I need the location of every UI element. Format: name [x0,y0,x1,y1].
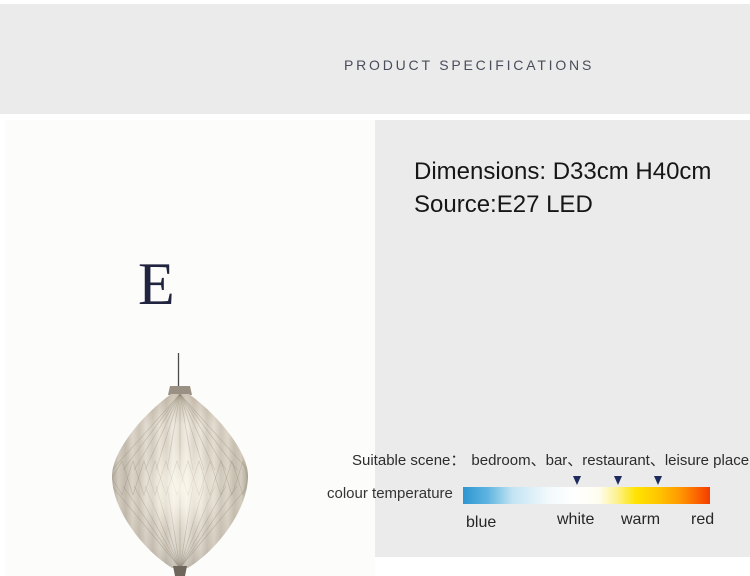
scale-label-red: red [691,511,715,528]
scale-label-warm: warm [621,511,661,528]
temperature-marker-icon [573,476,582,485]
suitable-scene-label: Suitable scene： [352,452,466,469]
spec-panel [375,120,750,557]
lamp-bottom-cap [173,566,187,576]
source-text: Source:E27 LED [414,191,593,218]
scale-label-white: white [557,511,595,528]
scale-label-blue: blue [466,514,497,531]
colour-temperature-label: colour temperature [327,485,453,502]
top-banner: PRODUCT SPECIFICATIONS [0,4,750,114]
temperature-marker-icon [614,476,623,485]
brand-letter-logo: E [138,251,175,317]
spec-text-block: Dimensions: D33cm H40cm Source:E27 LED [414,155,711,221]
suitable-scene-value: bedroom、bar、restaurant、leisure place [471,452,750,469]
temperature-marker-icon [654,476,663,485]
suitable-scene-row: Suitable scene： bedroom、bar、restaurant、le… [352,449,749,470]
lamp-top-cap [168,386,192,395]
pendant-lamp-image [112,353,248,576]
product-photo-panel: E [5,120,375,576]
page-title: PRODUCT SPECIFICATIONS [344,57,595,73]
temperature-markers [463,476,710,486]
dimensions-text: Dimensions: D33cm H40cm [414,158,712,185]
temperature-gradient-bar [463,487,710,504]
